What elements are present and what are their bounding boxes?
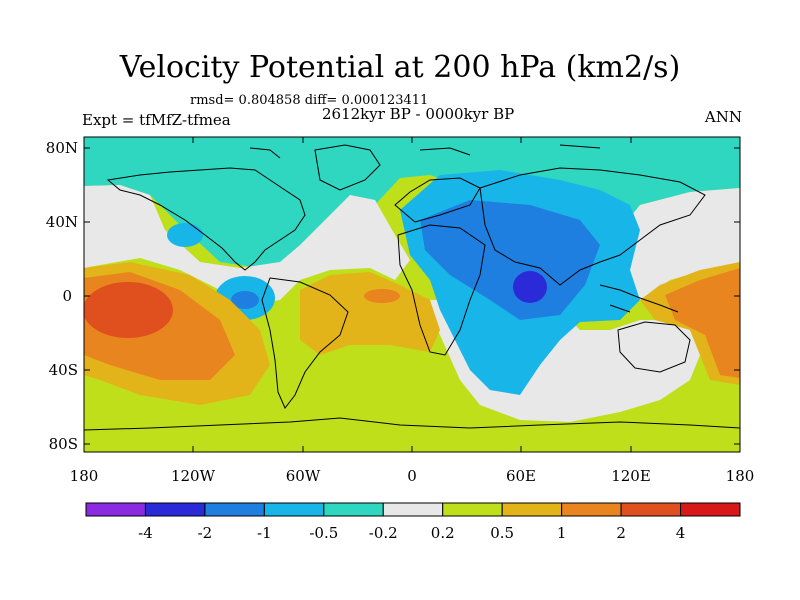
colorbar-swatch (323, 502, 384, 517)
coast-antarctica (84, 417, 740, 431)
field-lightblue-patch-1 (167, 223, 203, 247)
colorbar: -4 -2 -1 -0.5 -0.2 0.2 0.5 1 2 4 (85, 502, 741, 542)
colorbar-label: -0.2 (369, 524, 398, 542)
coast-asia (479, 167, 706, 286)
coast-arctic-islands (249, 144, 601, 159)
field-orange-atlantic (364, 289, 400, 303)
y-tick-label-40s: 40S (49, 361, 78, 379)
colorbar-label: -1 (257, 524, 272, 542)
field-blue-region (420, 200, 600, 320)
map-field (84, 137, 740, 452)
colorbar-swatch (501, 502, 563, 517)
y-tick-label-80n: 80N (46, 139, 78, 157)
y-tick-label-80s: 80S (49, 435, 78, 453)
colorbar-swatch (144, 502, 206, 517)
colorbar-label: -4 (138, 524, 153, 542)
x-tick-label-180w: 180 (70, 467, 99, 485)
colorbar-label: 0.5 (490, 524, 514, 542)
field-redorange-pacific (84, 282, 173, 338)
experiment-label: Expt = tfMfZ-tfmea (82, 111, 231, 129)
colorbar-swatch (680, 502, 741, 517)
colorbar-label: 2 (616, 524, 626, 542)
y-tick-label-40n: 40N (46, 213, 78, 231)
figure-title: Velocity Potential at 200 hPa (km2/s) (119, 50, 681, 85)
coast-south-america (261, 277, 349, 409)
y-tick-label-0: 0 (62, 287, 72, 305)
x-axis-ticks (83, 137, 741, 452)
colorbar-swatch (85, 502, 146, 517)
colorbar-label: 1 (557, 524, 567, 542)
x-tick-label-180e: 180 (726, 467, 755, 485)
x-tick-label-60e: 60E (506, 467, 536, 485)
colorbar-swatch (263, 502, 325, 517)
colorbar-label: -0.5 (309, 524, 338, 542)
colorbar-swatch (382, 502, 444, 517)
coast-australia (617, 321, 691, 373)
x-tick-label-0: 0 (407, 467, 417, 485)
coast-greenland (314, 144, 381, 191)
coast-se-asia (599, 284, 679, 313)
colorbar-label: -2 (198, 524, 213, 542)
coast-africa (397, 224, 486, 356)
colorbar-swatch (204, 502, 265, 517)
rmsd-diff-stats: rmsd= 0.804858 diff= 0.000123411 (190, 93, 429, 108)
field-darkblue-center (513, 271, 547, 303)
season-label: ANN (704, 108, 742, 126)
colorbar-label: 4 (676, 524, 686, 542)
field-white-east (605, 188, 740, 300)
colorbar-swatch (561, 502, 622, 517)
colorbar-label: 0.2 (431, 524, 455, 542)
x-tick-label-120e: 120E (611, 467, 651, 485)
colorbar-swatch (620, 502, 682, 517)
x-tick-label-60w: 60W (286, 467, 321, 485)
x-tick-label-120w: 120W (171, 467, 216, 485)
coast-north-america (106, 167, 306, 271)
field-yellow-atlantic (300, 272, 440, 355)
y-axis-ticks (84, 147, 740, 445)
field-blue-patch (231, 291, 259, 309)
coastlines (84, 144, 740, 431)
field-orange-east (665, 268, 740, 378)
period-label: 2612kyr BP - 0000kyr BP (322, 105, 515, 123)
colorbar-swatch (442, 502, 503, 517)
